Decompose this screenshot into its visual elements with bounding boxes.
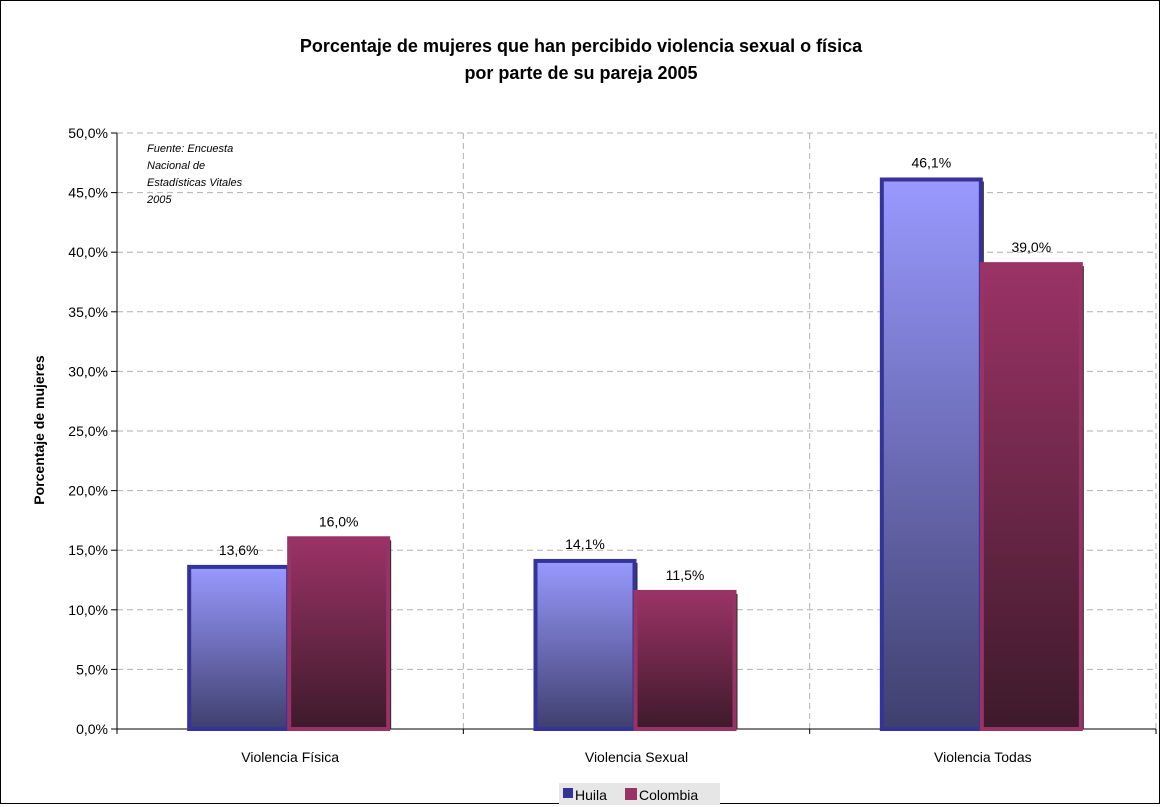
source-note-line: Nacional de bbox=[147, 160, 205, 172]
legend-label-huila: Huila bbox=[575, 787, 607, 803]
bar-colombia bbox=[633, 589, 737, 731]
chart-subtitle: por parte de su pareja 2005 bbox=[464, 63, 697, 83]
source-note: Fuente: Encuesta Nacional de Estadística… bbox=[146, 143, 243, 206]
y-tick-label: 45,0% bbox=[68, 185, 108, 201]
data-labels: 13,6% 14,1% 46,1% 16,0% 11,5% 39,0% bbox=[219, 154, 1051, 582]
y-tick-label: 35,0% bbox=[68, 304, 108, 320]
y-tick-label: 0,0% bbox=[76, 721, 108, 737]
legend-box bbox=[559, 783, 720, 805]
data-label: 13,6% bbox=[219, 542, 259, 558]
data-label: 39,0% bbox=[1011, 239, 1051, 255]
bars bbox=[187, 177, 1084, 732]
source-note-line: Estadísticas Vitales bbox=[147, 177, 243, 189]
y-axis-label: Porcentaje de mujeres bbox=[31, 355, 47, 505]
legend-swatch-huila bbox=[563, 788, 573, 798]
y-tick-label: 40,0% bbox=[68, 244, 108, 260]
legend-swatch-colombia bbox=[625, 788, 637, 800]
data-label: 11,5% bbox=[666, 567, 705, 583]
y-tick-label: 25,0% bbox=[68, 423, 108, 439]
data-label: 46,1% bbox=[911, 154, 951, 170]
bar-huila bbox=[533, 558, 637, 731]
source-note-line: 2005 bbox=[146, 194, 172, 206]
axes: 0,0% 5,0% 10,0% 15,0% 20,0% 25,0% 30,0% 35,0% 40… bbox=[68, 125, 1157, 765]
bar-huila bbox=[879, 177, 983, 732]
bar-huila bbox=[187, 564, 291, 731]
y-tick-label: 15,0% bbox=[68, 542, 108, 558]
x-tick-label: Violencia Física bbox=[241, 749, 339, 765]
data-label: 14,1% bbox=[565, 536, 605, 552]
y-tick-label: 5,0% bbox=[76, 661, 108, 677]
legend-label-colombia: Colombia bbox=[639, 787, 698, 803]
chart-title: Porcentaje de mujeres que han percibido … bbox=[300, 36, 863, 56]
source-note-line: Fuente: Encuesta bbox=[147, 143, 233, 155]
bar-colombia bbox=[287, 536, 391, 732]
x-tick-label: Violencia Sexual bbox=[585, 749, 688, 765]
x-tick-label: Violencia Todas bbox=[934, 749, 1032, 765]
y-tick-label: 10,0% bbox=[68, 602, 108, 618]
legend: Huila Colombia bbox=[559, 783, 720, 805]
y-tick-label: 20,0% bbox=[68, 483, 108, 499]
y-tick-label: 30,0% bbox=[68, 363, 108, 379]
data-label: 16,0% bbox=[319, 513, 359, 529]
bar-colombia bbox=[979, 262, 1083, 731]
y-tick-label: 50,0% bbox=[68, 125, 108, 141]
